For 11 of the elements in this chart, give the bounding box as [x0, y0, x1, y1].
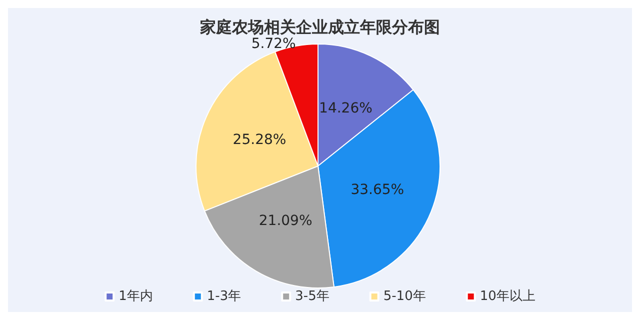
legend-label: 3-5年 — [295, 289, 330, 304]
legend-label: 10年以上 — [480, 289, 536, 304]
data-label: 33.65% — [350, 182, 404, 198]
data-label: 14.26% — [319, 100, 372, 116]
legend-label: 1-3年 — [206, 289, 242, 304]
data-label: 25.28% — [232, 132, 286, 148]
data-label: 5.72% — [251, 36, 296, 52]
chart-title: 家庭农场相关企业成立年限分布图 — [199, 18, 440, 36]
data-label: 21.09% — [258, 213, 312, 230]
legend-label: 1年内 — [118, 289, 153, 304]
legend-label: 5-10年 — [383, 289, 426, 304]
